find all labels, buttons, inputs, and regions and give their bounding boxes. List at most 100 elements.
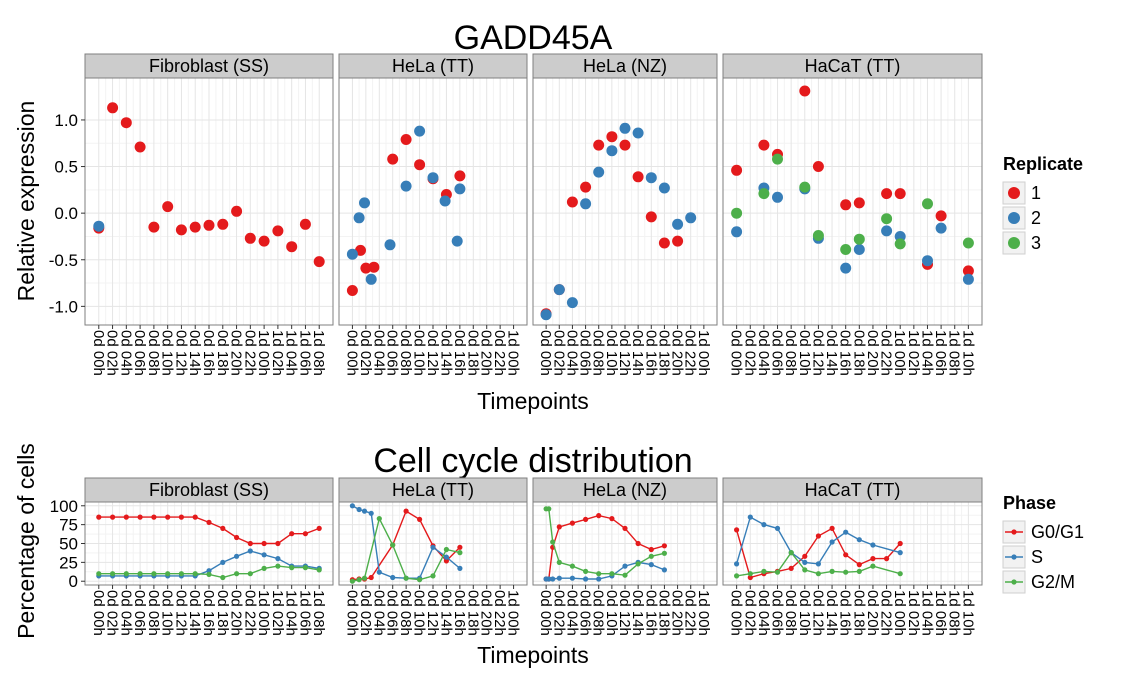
top-hacat-tt-x-tick-label: 1d 00h — [891, 330, 908, 376]
top-hela-tt-x-tick-label: 0d 02h — [357, 330, 374, 376]
bottom-hela-tt-series-1-point — [457, 544, 463, 550]
top-hela-nz-series-1-point — [632, 171, 644, 183]
bottom-hela-tt-series-3-point — [403, 575, 409, 581]
bottom-fibroblast-ss-series-3-point — [302, 565, 308, 571]
top-hela-tt-strip — [338, 53, 528, 79]
bottom-fibroblast-ss-strip-label: Fibroblast (SS) — [149, 480, 269, 500]
bottom-hela-tt-series-3-point — [356, 577, 362, 583]
top-hela-tt-series-1-point — [346, 285, 358, 296]
bottom-hacat-tt-x-tick-label: 1d 08h — [946, 590, 963, 636]
bottom-hela-tt-x-tick-label: 1d 00h — [505, 590, 522, 636]
bottom-hela-nz-series-1-point — [556, 524, 562, 530]
top-fibroblast-ss-series-1-point — [244, 232, 256, 244]
bottom-fibroblast-ss-x-tick-label: 0d 08h — [145, 590, 162, 636]
bottom-fibroblast-ss-x-tick-label: 0d 04h — [117, 590, 134, 636]
bottom-fibroblast-ss-x-tick-label: 1d 02h — [269, 590, 286, 636]
top-fibroblast-ss-x-tick-label: 0d 16h — [200, 330, 217, 376]
bottom-hela-nz-series-2-point — [596, 576, 602, 582]
top-hacat-tt-series-3-point — [812, 230, 824, 241]
bottom-hela-tt-x-tick-label: 0d 08h — [397, 590, 414, 636]
bottom-hacat-tt-series-2-point — [747, 514, 753, 520]
top-hacat-tt-series-2-point — [962, 273, 974, 285]
top-hacat-tt-x-tick-label: 0d 20h — [864, 330, 881, 376]
top-hacat-tt-series-3-point — [772, 153, 783, 165]
top-hacat-tt-x-tick-label: 1d 10h — [959, 330, 976, 376]
top-hacat-tt-x-tick-label: 0d 10h — [796, 330, 813, 376]
top-hacat-tt-series-1-point — [799, 85, 811, 97]
bottom-hela-nz-series-2-point — [583, 576, 589, 582]
bottom-fibroblast-ss-x-tick-label: 0d 06h — [131, 590, 148, 636]
top-hela-tt-series-2-point — [353, 212, 365, 224]
bottom-hela-nz-series-2-point — [569, 575, 576, 581]
top-hela-tt-series-2-point — [427, 172, 439, 184]
bottom-hacat-tt-x-tick-label: 1d 02h — [905, 590, 922, 636]
bottom-fibroblast-ss-series-1-point — [289, 531, 295, 537]
top-y-axis-title: Relative expression — [13, 101, 39, 302]
top-hacat-tt-x-tick-label: 0d 08h — [782, 330, 799, 376]
bottom-hela-tt-x-tick-label: 0d 22h — [491, 590, 508, 636]
replicate-legend-marker — [1008, 187, 1020, 199]
bottom-fibroblast-ss-series-1-point — [316, 525, 322, 532]
phase-legend-label: G0/G1 — [1031, 522, 1084, 542]
bottom-fibroblast-ss-series-1-point — [206, 519, 212, 526]
bottom-hela-nz-series-3-point — [635, 561, 641, 567]
top-fibroblast-ss-series-1-point — [272, 225, 284, 237]
top-hela-tt-series-1-point — [360, 262, 372, 274]
bottom-hacat-tt-series-1-point — [843, 552, 849, 558]
bottom-hela-nz-series-1-point — [583, 516, 589, 523]
bottom-hela-nz-x-tick-label: 0d 04h — [563, 590, 580, 636]
bottom-hacat-tt-x-tick-label: 1d 06h — [932, 590, 949, 636]
top-hacat-tt-series-2-point — [922, 255, 933, 267]
bottom-fibroblast-ss-x-tick-label: 0d 10h — [159, 590, 176, 636]
bottom-hacat-tt-x-tick-label: 0d 04h — [755, 590, 772, 636]
top-hela-nz-x-tick-label: 0d 10h — [603, 330, 620, 376]
top-fibroblast-ss-x-tick-label: 0d 12h — [172, 330, 189, 376]
bottom-hela-tt-series-1-point — [403, 508, 409, 514]
bottom-fibroblast-ss-strip — [84, 477, 334, 503]
bottom-fibroblast-ss-series-2-point — [234, 553, 240, 559]
bottom-fibroblast-ss-series-3-point — [165, 571, 171, 577]
bottom-fibroblast-ss-series-3-point — [261, 565, 267, 572]
top-fibroblast-ss-series-1-point — [231, 205, 243, 217]
bottom-y-tick-label: 50 — [59, 535, 78, 554]
top-hela-tt-series-2-point — [359, 197, 370, 209]
bottom-fibroblast-ss-series-1-point — [123, 514, 129, 520]
bottom-hela-nz-x-tick-label: 0d 18h — [655, 590, 672, 636]
top-hela-nz-x-tick-label: 0d 22h — [682, 330, 699, 376]
bottom-fibroblast-ss-series-1-point — [178, 514, 184, 520]
bottom-hela-nz-series-1-point — [635, 540, 641, 547]
top-hela-nz-series-2-point — [645, 172, 657, 184]
replicate-legend-label: 1 — [1031, 183, 1041, 203]
bottom-fibroblast-ss-series-1-point — [137, 514, 143, 520]
bottom-hacat-tt-series-1-point — [829, 525, 835, 532]
top-hela-nz-series-1-point — [606, 131, 618, 143]
bottom-fibroblast-ss-series-2-point — [206, 568, 212, 574]
bottom-hela-nz-series-1-point — [661, 543, 668, 549]
bottom-hela-nz-series-1-point — [569, 520, 576, 526]
bottom-fibroblast-ss-series-1-point — [275, 540, 281, 547]
bottom-fibroblast-ss-series-1-point — [151, 514, 157, 520]
bottom-hacat-tt-x-tick-label: 0d 02h — [741, 590, 758, 636]
top-y-tick-label: 1.0 — [54, 111, 78, 130]
top-hela-nz-x-tick-label: 0d 04h — [563, 330, 580, 376]
bottom-hacat-tt-series-1-point — [788, 565, 794, 572]
top-hela-nz-series-2-point — [553, 284, 565, 296]
bottom-hela-nz-strip — [532, 477, 718, 503]
bottom-hela-nz-series-3-point — [596, 571, 602, 577]
top-fibroblast-ss-series-1-point — [120, 117, 132, 129]
bottom-hela-tt-x-tick-label: 0d 02h — [357, 590, 374, 636]
top-hacat-tt-series-2-point — [853, 244, 865, 255]
bottom-hacat-tt-series-2-point — [815, 561, 822, 567]
top-fibroblast-ss-x-tick-label: 0d 00h — [90, 330, 107, 376]
top-hacat-tt-series-3-point — [922, 198, 933, 210]
bottom-hela-nz-series-3-point — [609, 571, 615, 577]
top-hela-tt-series-2-point — [346, 248, 358, 260]
top-hela-nz-series-2-point — [566, 297, 578, 309]
bottom-hacat-tt-series-3-point — [815, 571, 822, 577]
top-hela-nz-series-1-point — [593, 139, 605, 151]
top-fibroblast-ss-series-1-point — [203, 219, 215, 231]
bottom-hacat-tt-strip — [722, 477, 983, 503]
bottom-y-tick-label: 75 — [59, 516, 78, 535]
top-hela-tt-series-2-point — [400, 180, 412, 192]
